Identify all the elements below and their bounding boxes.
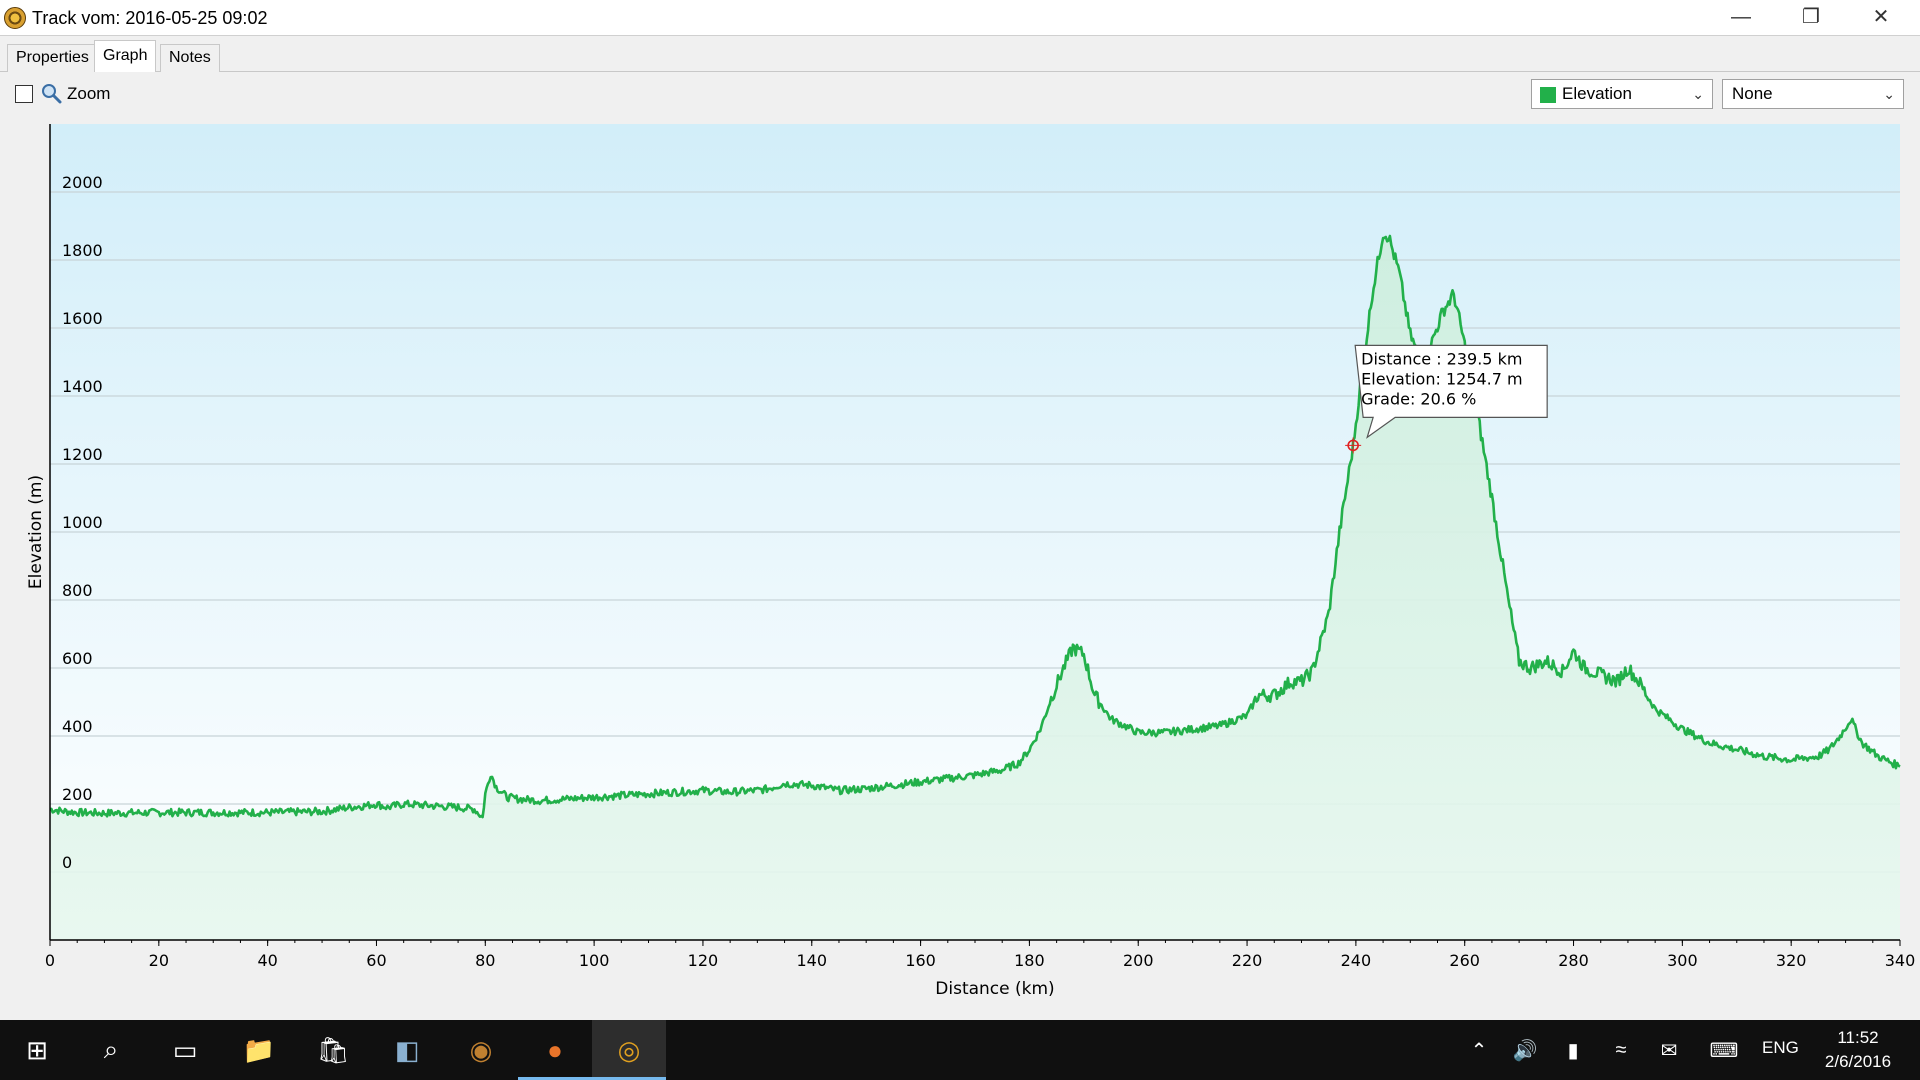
notification-icon[interactable]: ✉ — [1660, 1039, 1678, 1062]
elevation-color-swatch — [1540, 87, 1556, 103]
maximize-button[interactable]: ❐ — [1802, 6, 1820, 28]
firefox-icon[interactable]: ● — [518, 1020, 592, 1080]
y-tick-label: 1800 — [62, 241, 103, 260]
clock-date: 2/6/2016 — [1824, 1052, 1892, 1071]
speaker-app-icon[interactable]: ◉ — [469, 1034, 493, 1065]
zoom-label: Zoom — [67, 84, 111, 103]
zoom-checkbox[interactable] — [15, 85, 33, 103]
elevation-series-line — [49, 234, 1901, 819]
x-tick-label: 240 — [1341, 951, 1372, 970]
tooltip-callout — [1354, 344, 1548, 439]
y-tick-label: 200 — [62, 785, 93, 804]
clock[interactable]: 11:52 2/6/2016 — [1808, 1026, 1908, 1074]
y-tick-label: 400 — [62, 717, 93, 736]
wifi-icon[interactable]: ≈ — [1615, 1038, 1627, 1061]
tooltip-grade: Grade: 20.6 % — [1361, 389, 1476, 408]
tooltip-distance: Distance : 239.5 km — [1361, 349, 1522, 368]
x-tick-label: 280 — [1558, 951, 1589, 970]
elevation-chart[interactable]: 0 200 400 600 800 1000 1200 1400 1600 1800 2000 0 20… — [0, 122, 1920, 1020]
x-tick-label: 220 — [1232, 951, 1263, 970]
y-tick-label: 1400 — [62, 377, 103, 396]
app-logo-icon — [4, 7, 26, 29]
chevron-down-icon: ⌄ — [1692, 86, 1704, 102]
windows-taskbar: ⊞ ⌕ ▭ 📁 🛍 ◧ ◉ ● ◎ ⌃ 🔊 ▮ ≈ ✉ ⌨ ENG 11:52 … — [0, 1020, 1920, 1080]
x-tick-label: 160 — [905, 951, 936, 970]
y-tick-label: 1600 — [62, 309, 103, 328]
secondary-series-select[interactable]: None ⌄ — [1722, 79, 1904, 109]
x-tick-label: 140 — [796, 951, 827, 970]
x-tick-label: 260 — [1449, 951, 1480, 970]
y-tick-label: 800 — [62, 581, 93, 600]
x-tick-label: 40 — [257, 951, 277, 970]
windows-start-icon[interactable]: ⊞ — [26, 1034, 48, 1065]
x-tick-label: 20 — [149, 951, 169, 970]
tab-strip: Properties Graph Notes — [0, 36, 1920, 73]
y-axis-label: Elevation (m) — [26, 475, 46, 589]
title-bar: Track vom: 2016-05-25 09:02 — ❐ ✕ — [0, 0, 1920, 36]
chevron-down-icon: ⌄ — [1883, 86, 1895, 102]
primary-select-value: Elevation — [1562, 84, 1632, 103]
volume-icon[interactable]: 🔊 — [1512, 1039, 1538, 1062]
close-button[interactable]: ✕ — [1872, 6, 1890, 28]
magnifier-icon — [42, 84, 62, 104]
app-icon-1[interactable]: ◧ — [394, 1034, 420, 1065]
x-axis-label: Distance (km) — [935, 979, 1054, 999]
y-tick-label: 1200 — [62, 445, 103, 464]
x-tick-label: 300 — [1667, 951, 1698, 970]
tooltip-elevation: Elevation: 1254.7 m — [1361, 369, 1522, 388]
x-tick-label: 100 — [579, 951, 610, 970]
file-explorer-icon[interactable]: 📁 — [242, 1034, 276, 1065]
store-icon[interactable]: 🛍 — [316, 1034, 350, 1065]
x-tick-label: 340 — [1885, 951, 1916, 970]
secondary-select-value: None — [1732, 84, 1773, 103]
track-app-icon[interactable]: ◎ — [592, 1020, 666, 1080]
x-tick-label: 120 — [688, 951, 719, 970]
chart-panel: 0 200 400 600 800 1000 1200 1400 1600 1800 2000 0 20… — [0, 122, 1920, 1020]
y-tick-label: 600 — [62, 649, 93, 668]
window-title: Track vom: 2016-05-25 09:02 — [32, 8, 268, 28]
minimize-button[interactable]: — — [1731, 6, 1751, 28]
tab-notes[interactable]: Notes — [160, 44, 220, 72]
y-tick-label: 1000 — [62, 513, 103, 532]
x-tick-label: 60 — [366, 951, 386, 970]
x-tick-label: 80 — [475, 951, 495, 970]
keyboard-icon[interactable]: ⌨ — [1709, 1039, 1739, 1062]
task-view-icon[interactable]: ▭ — [172, 1034, 198, 1065]
clock-time: 11:52 — [1837, 1028, 1879, 1047]
x-tick-label: 0 — [45, 951, 55, 970]
tab-properties[interactable]: Properties — [7, 44, 98, 72]
x-tick-label: 180 — [1014, 951, 1045, 970]
x-tick-label: 320 — [1776, 951, 1807, 970]
primary-series-select[interactable]: Elevation ⌄ — [1531, 79, 1713, 109]
language-indicator[interactable]: ENG — [1762, 1038, 1799, 1057]
chevron-up-icon[interactable]: ⌃ — [1470, 1039, 1488, 1062]
battery-icon[interactable]: ▮ — [1567, 1039, 1579, 1062]
search-icon[interactable]: ⌕ — [103, 1034, 119, 1064]
tab-graph[interactable]: Graph — [94, 40, 157, 73]
x-tick-label: 200 — [1123, 951, 1154, 970]
y-tick-label: 2000 — [62, 173, 103, 192]
y-tick-label: 0 — [62, 853, 72, 872]
